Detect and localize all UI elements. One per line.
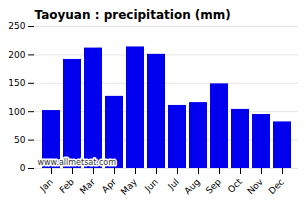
svg-text:150: 150 (8, 78, 25, 88)
svg-text:Aug: Aug (182, 177, 202, 197)
svg-text:May: May (119, 176, 140, 197)
svg-text:0: 0 (20, 163, 26, 173)
svg-text:Nov: Nov (245, 176, 265, 196)
svg-text:Jan: Jan (37, 177, 55, 195)
svg-text:Mar: Mar (78, 176, 97, 195)
svg-text:250: 250 (8, 21, 25, 31)
svg-text:Dec: Dec (267, 177, 286, 196)
svg-text:Oct: Oct (226, 176, 244, 194)
svg-text:Sep: Sep (204, 177, 223, 196)
svg-text:Feb: Feb (58, 177, 77, 196)
svg-text:www.allmetsat.com: www.allmetsat.com (38, 158, 117, 167)
svg-text:100: 100 (8, 107, 25, 117)
svg-text:50: 50 (14, 135, 26, 145)
svg-text:Taoyuan : precipitation (mm): Taoyuan : precipitation (mm) (35, 8, 231, 22)
svg-text:Jul: Jul (165, 177, 180, 192)
svg-text:200: 200 (8, 50, 25, 60)
svg-text:Jun: Jun (142, 177, 160, 195)
svg-text:Apr: Apr (100, 177, 118, 195)
